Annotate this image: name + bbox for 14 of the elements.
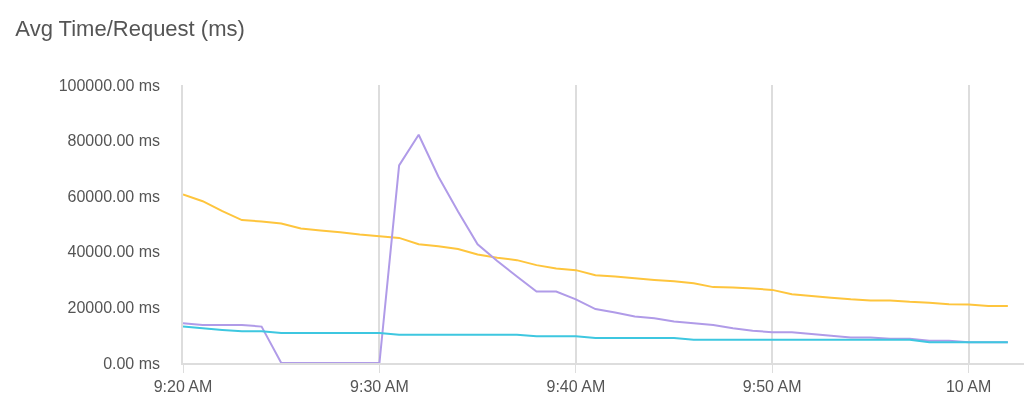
chart-title: Avg Time/Request (ms) xyxy=(15,16,245,42)
x-tick-label: 9:50 AM xyxy=(742,377,802,395)
x-tick-label: 9:40 AM xyxy=(546,377,606,395)
line-series xyxy=(183,325,1009,344)
y-tick-label: 100000.00 ms xyxy=(58,76,161,94)
y-tick-label: 60000.00 ms xyxy=(67,187,161,205)
y-tick-label: 20000.00 ms xyxy=(67,299,161,316)
y-tick-label: 0.00 ms xyxy=(103,354,161,372)
x-tick-label: 9:30 AM xyxy=(350,377,409,395)
x-tick-label: 9:20 AM xyxy=(153,377,213,395)
line-series xyxy=(183,193,1009,308)
y-tick-label: 80000.00 ms xyxy=(67,132,161,150)
x-tick-label: 10 AM xyxy=(945,377,992,395)
y-tick-label: 40000.00 ms xyxy=(67,243,161,261)
